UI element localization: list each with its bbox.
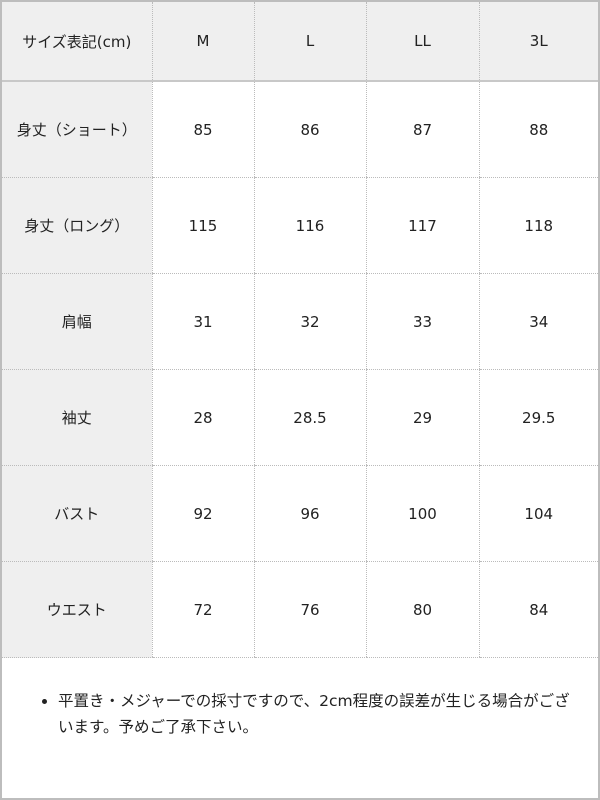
table-row: ウエスト 72 76 80 84 <box>2 561 598 658</box>
table-cell: 96 <box>253 465 366 562</box>
table-cell: 85 <box>151 81 254 178</box>
table-cell: 28 <box>151 369 254 466</box>
table-cell: 118 <box>478 177 598 274</box>
note: 平置き・メジャーでの採寸ですので、2cm程度の誤差が生じる場合がございます。予め… <box>40 688 580 740</box>
table-cell: 87 <box>365 81 479 178</box>
table-cell: 115 <box>151 177 254 274</box>
table-cell: 29 <box>365 369 479 466</box>
row-label: 肩幅 <box>2 273 152 370</box>
table-row: バスト 92 96 100 104 <box>2 465 598 562</box>
table-cell: 28.5 <box>253 369 366 466</box>
row-label: 身丈（ロング） <box>2 177 152 274</box>
table-row: 袖丈 28 28.5 29 29.5 <box>2 369 598 466</box>
table-cell: 72 <box>151 561 254 658</box>
table-cell: 116 <box>253 177 366 274</box>
table-header-row: サイズ表記(cm) M L LL 3L <box>2 2 598 82</box>
table-cell: 84 <box>478 561 598 658</box>
table-cell: 32 <box>253 273 366 370</box>
header-cell: LL <box>365 2 479 82</box>
table-cell: 31 <box>151 273 254 370</box>
table-cell: 86 <box>253 81 366 178</box>
header-cell: M <box>151 2 254 82</box>
table-row: 身丈（ショート） 85 86 87 88 <box>2 81 598 178</box>
row-label: バスト <box>2 465 152 562</box>
table-cell: 92 <box>151 465 254 562</box>
header-cell: 3L <box>478 2 598 82</box>
table-cell: 29.5 <box>478 369 598 466</box>
row-label: 袖丈 <box>2 369 152 466</box>
table-cell: 104 <box>478 465 598 562</box>
table-row: 肩幅 31 32 33 34 <box>2 273 598 370</box>
table-cell: 76 <box>253 561 366 658</box>
table-cell: 34 <box>478 273 598 370</box>
table-cell: 33 <box>365 273 479 370</box>
row-label: 身丈（ショート） <box>2 81 152 178</box>
table-cell: 80 <box>365 561 479 658</box>
table-row: 身丈（ロング） 115 116 117 118 <box>2 177 598 274</box>
header-cell: サイズ表記(cm) <box>2 2 152 82</box>
table-cell: 117 <box>365 177 479 274</box>
row-label: ウエスト <box>2 561 152 658</box>
header-cell: L <box>253 2 366 82</box>
table-cell: 88 <box>478 81 598 178</box>
size-table: サイズ表記(cm) M L LL 3L 身丈（ショート） 85 86 87 88 身丈（ロ… <box>2 2 598 658</box>
table-cell: 100 <box>365 465 479 562</box>
note-item: 平置き・メジャーでの採寸ですので、2cm程度の誤差が生じる場合がございます。予め… <box>58 688 580 740</box>
